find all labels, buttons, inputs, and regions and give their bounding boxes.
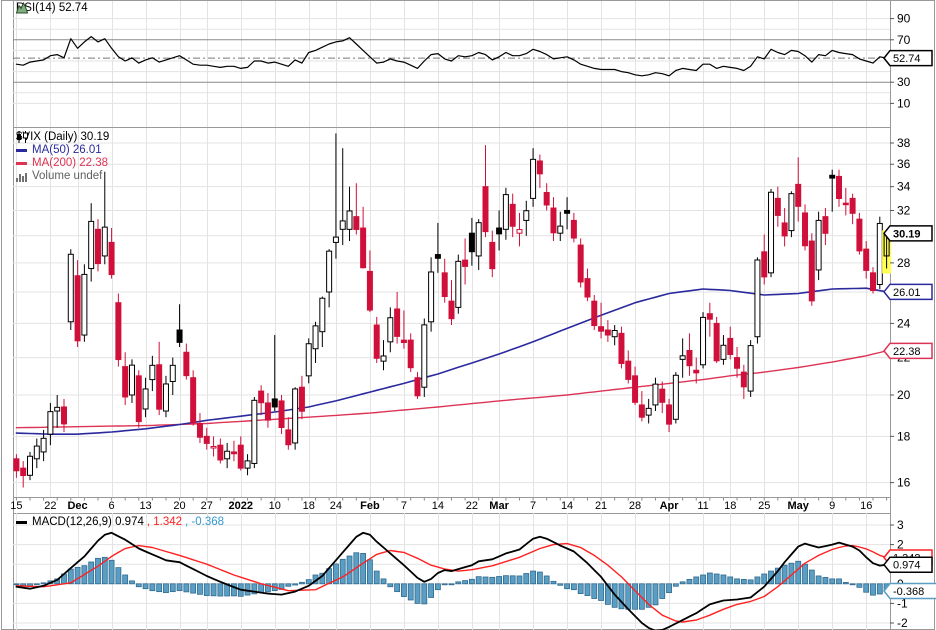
- svg-text:-0.368: -0.368: [893, 586, 924, 598]
- svg-text:10: 10: [897, 96, 911, 110]
- svg-text:2022: 2022: [229, 500, 253, 512]
- svg-text:2: 2: [897, 538, 904, 552]
- svg-text:18: 18: [897, 429, 911, 443]
- svg-text:14: 14: [561, 500, 573, 512]
- svg-text:-2: -2: [897, 616, 908, 630]
- price-panel[interactable]: [13, 133, 892, 488]
- svg-text:20: 20: [897, 388, 911, 402]
- svg-text:16: 16: [860, 500, 872, 512]
- svg-text:38: 38: [897, 136, 911, 150]
- svg-text:18: 18: [303, 500, 315, 512]
- svg-text:24: 24: [330, 500, 342, 512]
- svg-text:28: 28: [897, 256, 911, 270]
- svg-text:13: 13: [139, 500, 151, 512]
- svg-text:21: 21: [595, 500, 607, 512]
- svg-text:0.974: 0.974: [893, 560, 921, 572]
- svg-text:52.74: 52.74: [893, 53, 921, 65]
- rsi-panel[interactable]: [15, 35, 888, 77]
- svg-text:7: 7: [401, 500, 407, 512]
- svg-text:28: 28: [629, 500, 641, 512]
- svg-text:Mar: Mar: [489, 500, 509, 512]
- svg-text:16: 16: [897, 476, 911, 490]
- svg-text:11: 11: [697, 500, 708, 512]
- svg-text:90: 90: [897, 12, 911, 26]
- macd-panel[interactable]: [13, 531, 890, 630]
- svg-text:24: 24: [897, 316, 911, 330]
- svg-text:22: 22: [44, 500, 56, 512]
- svg-text:Feb: Feb: [360, 500, 380, 512]
- svg-text:10: 10: [269, 500, 281, 512]
- svg-text:20: 20: [173, 500, 185, 512]
- svg-text:30: 30: [897, 75, 911, 89]
- svg-text:Apr: Apr: [660, 500, 680, 512]
- svg-text:34: 34: [897, 180, 911, 194]
- svg-text:9: 9: [829, 500, 835, 512]
- svg-text:Dec: Dec: [67, 500, 87, 512]
- svg-text:7: 7: [530, 500, 536, 512]
- svg-text:18: 18: [724, 500, 736, 512]
- svg-text:22: 22: [466, 500, 478, 512]
- x-axis-labels: 15 22 Dec 6 13 20 27 2022 10 18 24 Feb 7 14 22 Mar 7 14 21…: [10, 498, 890, 512]
- svg-text:30.19: 30.19: [893, 228, 921, 240]
- svg-text:32: 32: [897, 203, 911, 217]
- svg-text:22.38: 22.38: [893, 346, 921, 358]
- svg-text:36: 36: [897, 157, 911, 171]
- svg-text:26.01: 26.01: [893, 287, 921, 299]
- svg-text:-1: -1: [897, 596, 908, 610]
- svg-text:25: 25: [758, 500, 770, 512]
- svg-text:3: 3: [897, 518, 904, 532]
- svg-text:27: 27: [201, 500, 213, 512]
- svg-text:14: 14: [432, 500, 444, 512]
- svg-text:May: May: [788, 500, 810, 512]
- svg-text:70: 70: [897, 33, 911, 47]
- svg-text:15: 15: [10, 500, 22, 512]
- svg-text:6: 6: [109, 500, 115, 512]
